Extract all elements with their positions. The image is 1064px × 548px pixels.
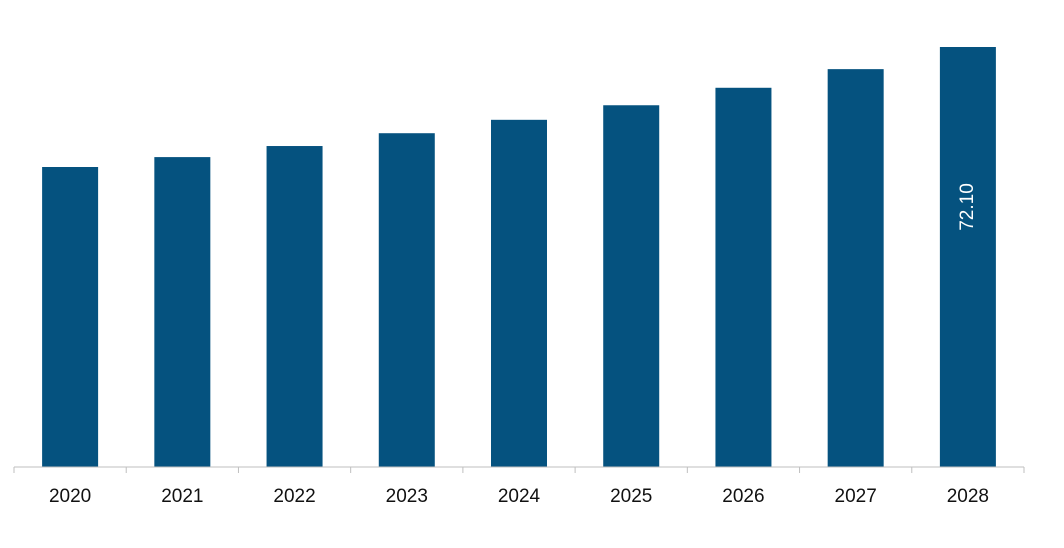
x-tick-label: 2027 (835, 486, 877, 507)
bar (42, 167, 99, 467)
bar (603, 105, 660, 467)
bar (266, 146, 323, 468)
x-tick-label: 2024 (498, 486, 541, 507)
value-label: 72.10 (957, 183, 978, 231)
x-tick-label: 2021 (161, 486, 203, 507)
x-tick-label: 2028 (947, 486, 989, 507)
x-tick-label: 2026 (722, 486, 764, 507)
x-tick-label: 2023 (386, 486, 428, 507)
bar (939, 47, 996, 467)
x-tick-label: 2020 (49, 486, 91, 507)
bar (715, 87, 772, 467)
x-tick-label: 2022 (273, 486, 315, 507)
bar (491, 119, 547, 467)
bar (378, 133, 435, 467)
x-tick-label: 2025 (610, 486, 652, 507)
bar (827, 69, 884, 467)
bar (154, 157, 211, 467)
